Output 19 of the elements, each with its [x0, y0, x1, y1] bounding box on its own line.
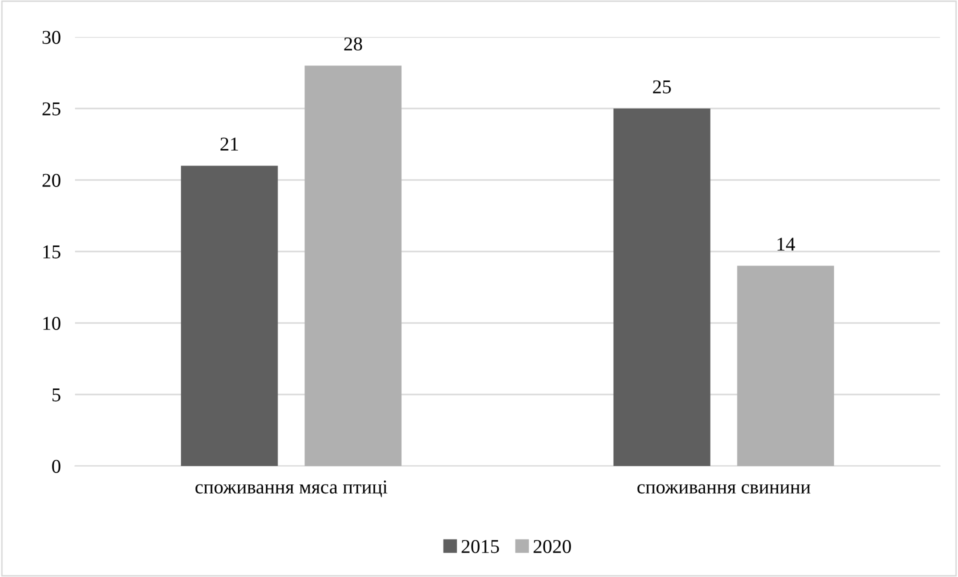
- bar: [304, 66, 402, 466]
- y-tick-label: 15: [43, 245, 60, 258]
- x-tick-label: споживання мяса птиці: [195, 480, 388, 498]
- data-label: 14: [778, 238, 796, 251]
- legend-label: 2015: [462, 540, 499, 554]
- x-tick-label: споживання свинини: [637, 484, 810, 494]
- bar: [613, 108, 710, 466]
- y-tick-label: 30: [42, 30, 60, 44]
- data-label: 28: [344, 37, 362, 51]
- data-label: 25: [653, 80, 671, 94]
- y-tick-label: 10: [43, 316, 60, 330]
- y-tick-label: 5: [52, 388, 60, 402]
- y-tick-label: 25: [42, 102, 60, 116]
- legend-label: 2020: [534, 540, 571, 554]
- data-label: 21: [220, 138, 238, 150]
- y-tick-label: 0: [52, 460, 60, 473]
- bar: [737, 266, 834, 466]
- y-tick-label: 20: [42, 174, 60, 187]
- bar: [180, 166, 278, 466]
